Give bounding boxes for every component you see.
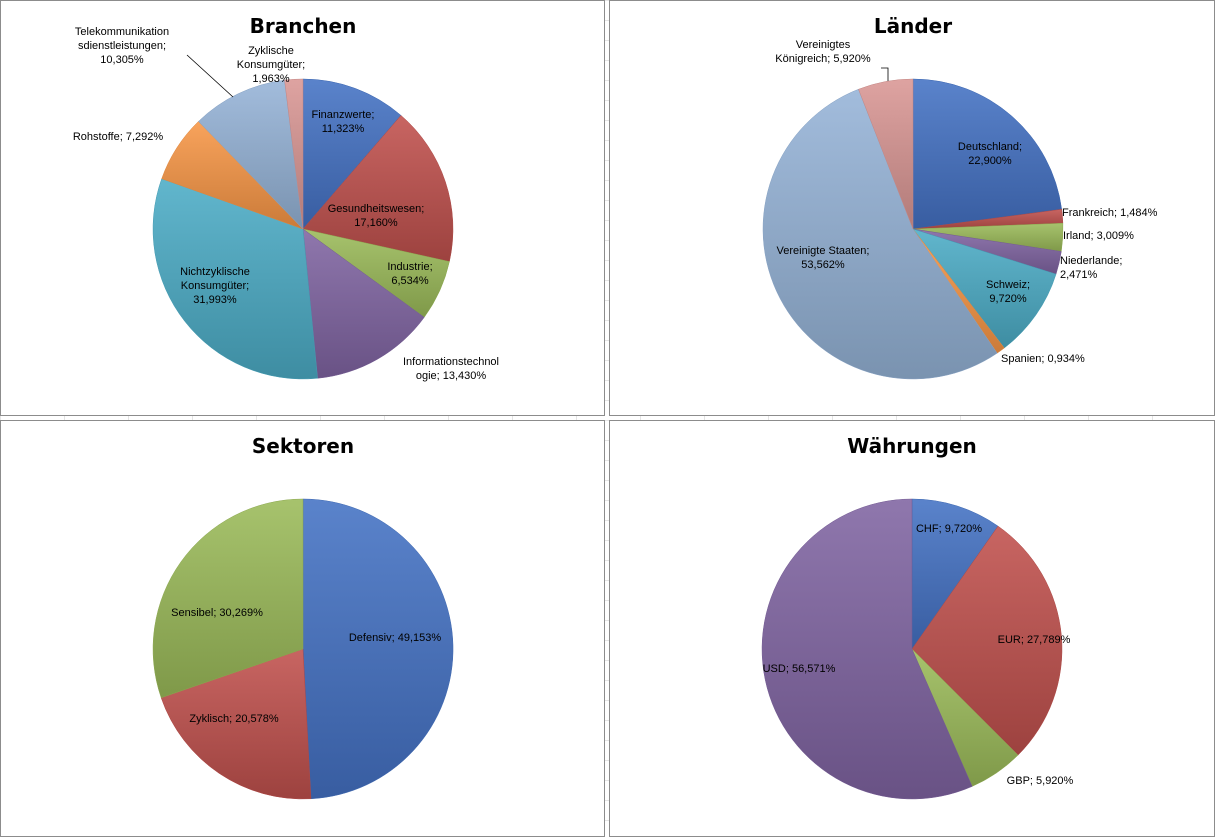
data-label-niederlande: Niederlande; 2,471% xyxy=(1060,255,1122,281)
pie-chart-svg: Länder Deutschland; 22,900% Frankreich; 1,4… xyxy=(762,14,1158,380)
data-label-industrie: Industrie; 6,534% xyxy=(387,261,432,287)
data-label-frankreich: Frankreich; 1,484% xyxy=(1062,207,1158,219)
pie-slice-zyklische-konsumgueter[interactable] xyxy=(284,78,304,230)
chart-title: Länder xyxy=(874,14,952,38)
data-label-chf: CHF; 9,720% xyxy=(916,523,982,535)
pie-slice-schweiz[interactable] xyxy=(912,228,1057,349)
chart-title: Branchen xyxy=(250,14,357,38)
data-label-eur: EUR; 27,789% xyxy=(998,634,1071,646)
pie-slice-deutschland[interactable] xyxy=(912,78,1062,230)
pie-slice-usd[interactable] xyxy=(761,498,973,800)
label-leader-line xyxy=(186,54,234,98)
data-label-sensibel: Sensibel; 30,269% xyxy=(171,607,263,619)
data-label-zyklisch: Zyklisch; 20,578% xyxy=(189,713,278,725)
pie-slice-eur[interactable] xyxy=(911,525,1063,756)
chart-title: Sektoren xyxy=(252,434,354,458)
data-label-zyklische-konsumgueter: Zyklische Konsumgüter; 1,963% xyxy=(237,45,305,85)
pie-slice-informationstechnologie[interactable] xyxy=(302,228,425,379)
chart-waehrungen[interactable]: Währungen CHF; 9,720% EUR; 27,789% GBP; 5,9… xyxy=(609,420,1215,837)
pie-slice-defensiv[interactable] xyxy=(302,498,454,800)
data-label-gbp: GBP; 5,920% xyxy=(1007,775,1074,787)
data-label-informationstechnologie: Informationstechnol ogie; 13,430% xyxy=(403,356,499,382)
data-label-vereinigte-staaten: Vereinigte Staaten; 53,562% xyxy=(777,245,870,271)
chart-branchen[interactable]: Branchen Finanzwerte; 11,323% Gesundheitswe… xyxy=(0,0,605,416)
pie-slice-zyklisch[interactable] xyxy=(160,648,312,800)
chart-laender[interactable]: Länder Deutschland; 22,900% Frankreich; 1,4… xyxy=(609,0,1215,416)
pie-slice-telekommunikationsdienstleistungen[interactable] xyxy=(198,79,304,230)
chart-sektoren[interactable]: Sektoren Defensiv; 49,153% Zyklisch; 20,57… xyxy=(0,420,605,837)
label-leader-line xyxy=(881,67,889,81)
data-label-usd: USD; 56,571% xyxy=(763,663,836,675)
pie-slice-nichtzyklische-konsumgueter[interactable] xyxy=(152,178,318,380)
pie-chart-svg: Branchen Finanzwerte; 11,323% Gesundheitswe… xyxy=(73,14,499,382)
pie-slice-sensibel[interactable] xyxy=(152,498,304,699)
data-label-nichtzyklische-konsumgueter: Nichtzyklische Konsumgüter; 31,993% xyxy=(180,266,250,306)
pie-slice-finanzwerte[interactable] xyxy=(302,78,402,230)
data-label-vereinigtes-koenigreich: Vereinigtes Königreich; 5,920% xyxy=(775,39,871,65)
data-label-finanzwerte: Finanzwerte; 11,323% xyxy=(312,109,375,135)
data-label-rohstoffe: Rohstoffe; 7,292% xyxy=(73,131,164,143)
data-label-irland: Irland; 3,009% xyxy=(1063,230,1134,242)
pie-chart-svg: Währungen CHF; 9,720% EUR; 27,789% GBP; 5,9… xyxy=(761,434,1074,800)
data-label-spanien: Spanien; 0,934% xyxy=(1001,353,1085,365)
pie-slice-chf[interactable] xyxy=(911,498,999,650)
data-label-deutschland: Deutschland; 22,900% xyxy=(958,141,1022,167)
data-label-schweiz: Schweiz; 9,720% xyxy=(986,279,1030,305)
pie-slice-vereinigte-staaten[interactable] xyxy=(762,88,998,380)
pie-slice-vereinigtes-koenigreich[interactable] xyxy=(858,78,914,230)
pie-chart-svg: Sektoren Defensiv; 49,153% Zyklisch; 20,57… xyxy=(152,434,454,800)
pie-slice-gesundheitswesen[interactable] xyxy=(302,115,454,262)
data-label-telekommunikationsdienstleistungen: Telekommunikation sdienstleistungen; 10,30… xyxy=(75,26,169,66)
data-label-gesundheitswesen: Gesundheitswesen; 17,160% xyxy=(328,203,425,229)
chart-title: Währungen xyxy=(847,434,977,458)
data-label-defensiv: Defensiv; 49,153% xyxy=(349,632,442,644)
